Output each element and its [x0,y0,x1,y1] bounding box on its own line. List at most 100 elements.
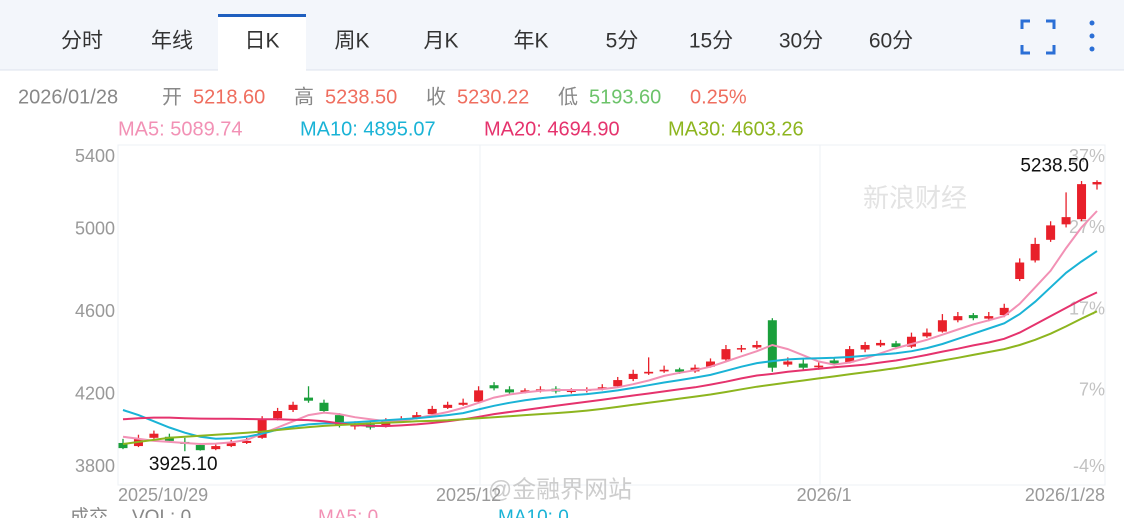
candles [118,180,1102,452]
candle-body [845,349,855,363]
tab[interactable]: 15分 [689,30,733,53]
candle-body [1077,184,1087,220]
candle-body [984,316,994,319]
candle-body [891,343,901,348]
y-tick-label: 5000 [75,218,115,238]
tab-bar [0,0,1124,70]
candle-body [1015,262,1025,279]
candle-body [164,436,174,441]
y-tick-label: 4200 [75,383,115,403]
ma-line [122,210,1098,446]
quote-change: 0.25% [690,86,747,108]
volume-ma: MA10: 0 [498,507,569,518]
more-icon[interactable] [1089,20,1095,52]
candle-body [427,408,437,415]
candle-body [906,336,916,347]
candle-body [1046,225,1056,240]
candle-body [937,320,947,332]
candle-body [242,440,252,443]
tab[interactable]: 周K [334,30,369,53]
candle-body [474,390,484,402]
volume-ma: MA5: 0 [318,507,378,518]
tab[interactable]: 日K [244,30,279,53]
candle-body [922,332,932,337]
candle-body [257,419,267,438]
quote-value: 5193.60 [589,86,661,108]
candle-body [505,389,515,393]
candle-body [1030,243,1040,261]
candle-body [659,369,669,372]
fullscreen-icon[interactable] [1020,19,1056,55]
candle-body [736,348,746,350]
candle-body [458,402,468,405]
candle-body [226,442,236,447]
candle-body [195,445,205,451]
quote-field: 低 [558,85,578,108]
candle-body [381,421,391,427]
tab[interactable]: 60分 [869,30,913,53]
tab[interactable]: 年线 [151,30,193,53]
y-tick-label: 5400 [75,146,115,166]
y2-tick-label: 17% [1069,298,1105,318]
legend-entry: MA20: 4694.90 [484,118,620,140]
candle-body [705,361,715,367]
x-tick-label: 2026/1/28 [1025,485,1105,505]
x-tick-label: 2026/1 [797,485,852,505]
x-tick-label: 2025/12 [436,485,501,505]
legend-entry: MA30: 4603.26 [668,118,804,140]
candle-body [118,442,128,449]
plot-frame [117,144,1106,486]
candle-body [489,385,499,389]
volume-label: 成交 [70,506,108,518]
y2-tick-label: -4% [1073,456,1105,476]
tab[interactable]: 30分 [779,30,823,53]
candle-body [566,390,576,393]
quote-date: 2026/01/28 [18,86,118,108]
candle-body [721,349,731,360]
candle-body [319,402,329,411]
candle-body [149,433,159,438]
volume-label: VOL: 0 [132,507,191,518]
max-label: 5238.50 [1020,155,1089,176]
quote-value: 5218.60 [193,86,265,108]
y-tick-label: 3800 [75,456,115,476]
min-label: 3925.10 [149,454,218,475]
candle-body [829,360,839,364]
candle-body [211,446,221,450]
legend-entry: MA10: 4895.07 [300,118,436,140]
x-tick-label: 2025/10/29 [118,485,208,505]
watermark: 新浪财经 [863,183,967,213]
ma-line [122,250,1098,440]
y2-tick-label: 37% [1069,146,1105,166]
candle-body [288,404,298,410]
quote-field: 收 [426,85,446,108]
y2-tick-label: 27% [1069,217,1105,237]
tab[interactable]: 分时 [61,30,103,53]
candle-body [443,404,453,408]
candle-body [953,316,963,321]
candle-body [334,415,344,426]
candle-body [644,371,654,374]
legend-entry: MA5: 5089.74 [118,118,243,140]
quote-field: 高 [294,85,314,108]
candle-body [798,363,808,368]
candle-body [675,369,685,372]
tab[interactable]: 年K [513,30,548,53]
candle-body [783,361,793,365]
quote-field: 开 [162,86,182,108]
candle-body [767,320,777,368]
candle-body [968,315,978,319]
candle-body [613,380,623,387]
tab[interactable]: 月K [423,30,458,53]
candle-body [273,411,283,419]
candle-body [628,373,638,380]
ma-line [122,291,1098,428]
quote-value: 5238.50 [325,86,397,108]
tab[interactable]: 5分 [606,30,639,53]
candle-body [304,397,314,401]
active-tab-bg [218,14,306,71]
candle-body [520,390,530,393]
candle-body [860,345,870,350]
